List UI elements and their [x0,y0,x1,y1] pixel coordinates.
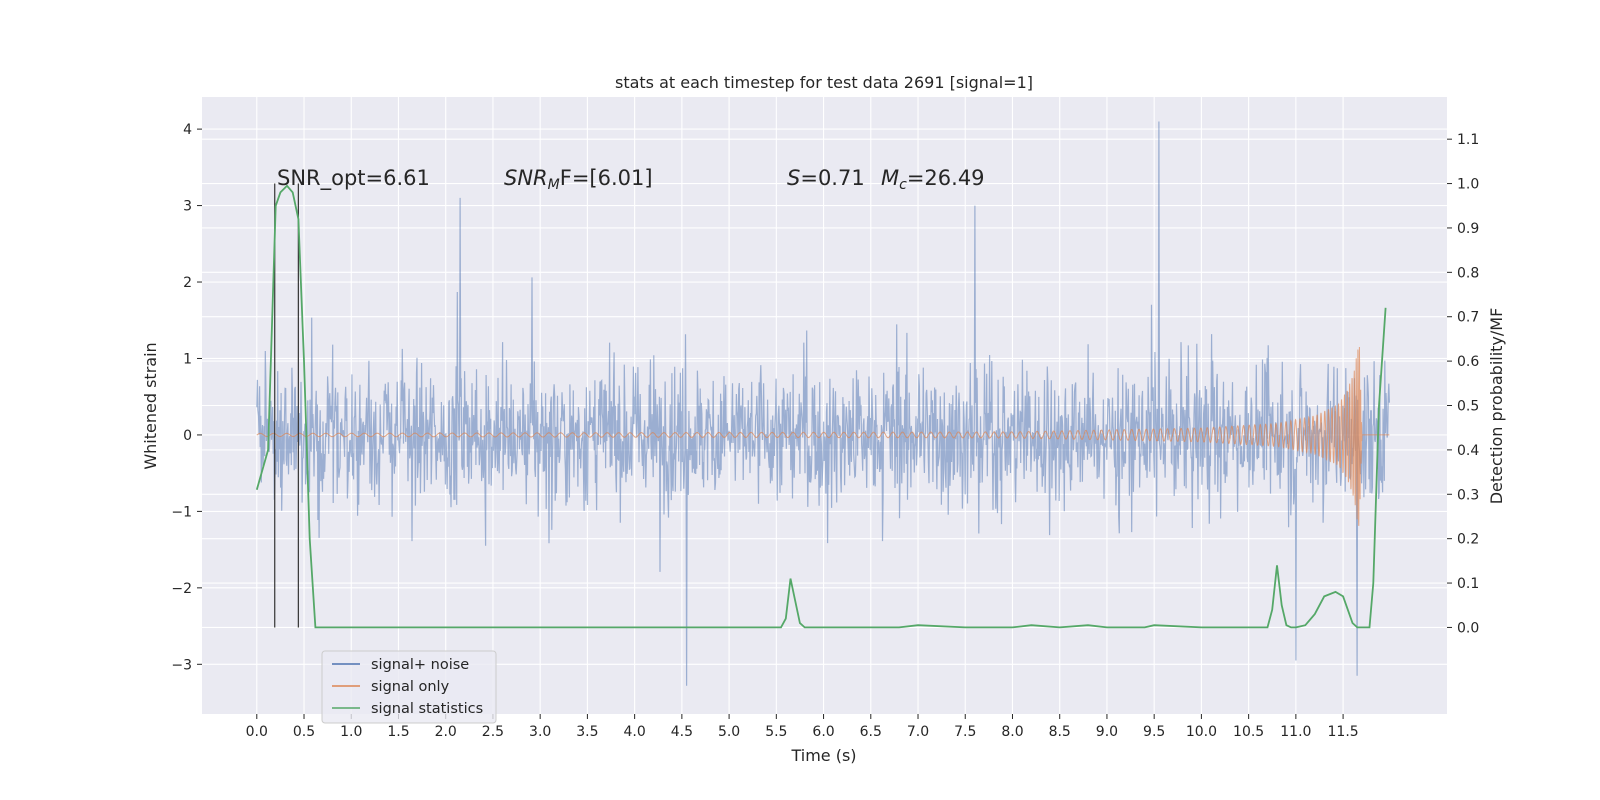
legend-label-signal-noise: signal+ noise [371,657,469,673]
x-tick-label: 1.0 [340,724,362,740]
x-tick-label: 2.5 [482,724,504,740]
left-y-tick-label: 1 [183,351,192,367]
right-y-tick-label: 0.4 [1457,443,1479,459]
x-tick-label: 4.5 [671,724,693,740]
legend: signal+ noise signal only signal statist… [321,650,497,724]
left-y-tick-label: 4 [183,122,192,138]
annotation-snr-opt: SNR_opt=6.61 [277,166,430,191]
right-y-tick-label: 1.0 [1457,177,1479,193]
right-y-tick-label: 0.1 [1457,576,1479,592]
signal-statistics-line [255,184,1387,629]
right-y-tick-label: 0.9 [1457,221,1479,237]
annotation-s-value: =0.71 [800,166,864,190]
x-tick-label: 4.0 [623,724,645,740]
right-y-axis-ticks: 0.0 0.1 0.2 0.3 0.4 0.5 0.6 0.7 0.8 0.9 1.0 1.1 [1447,132,1479,636]
annotation-snr-mf: SNRMF=[6.01] [504,166,653,193]
x-tick-label: 3.5 [576,724,598,740]
x-tick-label: 11.0 [1280,724,1311,740]
right-y-tick-label: 0.6 [1457,354,1479,370]
x-tick-label: 0.5 [293,724,315,740]
right-y-tick-label: 0.5 [1457,399,1479,415]
legend-box [321,650,497,724]
x-tick-label: 3.0 [529,724,551,740]
annotation-mc-sub: c [899,177,907,193]
signal-only-series [256,346,1390,526]
x-tick-label: 6.0 [812,724,834,740]
legend-label-signal-statistics: signal statistics [371,701,483,717]
x-tick-label: 5.5 [765,724,787,740]
annotation-mc-name: M [881,166,899,190]
annotation-snr-mf-sub: M [548,177,560,193]
x-tick-label: 1.5 [387,724,409,740]
legend-label-signal-only: signal only [371,679,450,695]
right-y-axis-label: Detection probability/MF [1487,308,1506,505]
x-tick-label: 7.5 [954,724,976,740]
annotation-snr-mf-rest: F=[6.01] [560,166,653,190]
x-tick-label: 7.0 [907,724,929,740]
signal-noise-line [256,121,1390,686]
right-y-tick-label: 0.3 [1457,487,1479,503]
x-axis-label: Time (s) [790,746,856,765]
x-tick-label: 0.0 [246,724,268,740]
signal-noise-series [256,121,1390,686]
left-y-tick-label: 0 [183,428,192,444]
signal-statistics-series [255,184,1387,629]
right-y-tick-label: 1.1 [1457,132,1479,148]
left-y-tick-label: −2 [171,581,192,597]
right-y-tick-label: 0.0 [1457,620,1479,636]
left-y-axis-label: Whitened strain [141,342,160,469]
right-y-tick-label: 0.7 [1457,310,1479,326]
left-y-tick-label: 2 [183,275,192,291]
left-y-axis-ticks: −3 −2 −1 0 1 2 3 4 [171,122,202,673]
x-tick-label: 9.0 [1096,724,1118,740]
x-tick-label: 11.5 [1328,724,1359,740]
x-tick-label: 9.5 [1143,724,1165,740]
left-y-tick-label: −3 [171,657,192,673]
left-y-tick-label: 3 [183,199,192,215]
x-tick-label: 10.0 [1186,724,1217,740]
x-tick-label: 6.5 [860,724,882,740]
annotation-s: S=0.71 [787,166,865,190]
annotation-snr-mf-name: SNR [504,166,548,190]
x-axis-ticks: 0.0 0.5 1.0 1.5 2.0 2.5 3.0 3.5 4.0 4.5 5.0 5.5 6.0 6… [246,714,1359,740]
x-tick-label: 2.0 [435,724,457,740]
x-tick-label: 5.0 [718,724,740,740]
signal-only-line [256,346,1390,526]
left-y-tick-label: −1 [171,504,192,520]
x-tick-label: 8.0 [1001,724,1023,740]
chart-title: stats at each timestep for test data 269… [615,73,1033,92]
right-y-tick-label: 0.2 [1457,532,1479,548]
right-y-tick-label: 0.8 [1457,265,1479,281]
x-tick-label: 10.5 [1233,724,1264,740]
annotation-mc: Mc=26.49 [881,166,985,193]
annotation-s-name: S [787,166,800,190]
x-tick-label: 8.5 [1049,724,1071,740]
annotation-mc-value: =26.49 [907,166,985,190]
